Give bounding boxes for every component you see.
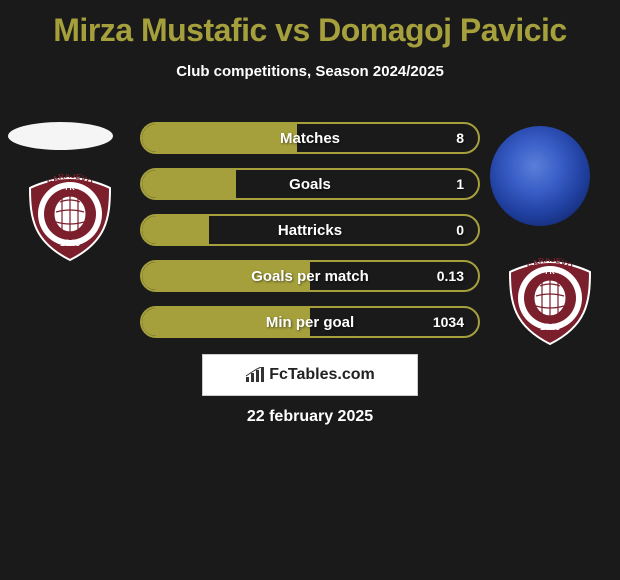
stat-label: Goals	[289, 176, 331, 193]
stat-row-hattricks: Hattricks 0	[140, 214, 480, 246]
svg-text:1946: 1946	[60, 238, 80, 248]
shield-icon: SARAJEVO 1946 FK	[500, 258, 600, 348]
stat-row-matches: Matches 8	[140, 122, 480, 154]
stat-fill	[142, 124, 297, 152]
stat-value: 0	[456, 222, 464, 238]
stat-label: Matches	[280, 130, 340, 147]
svg-text:FK: FK	[545, 269, 554, 276]
bar-chart-icon	[245, 367, 265, 383]
date-text: 22 february 2025	[0, 408, 620, 426]
stat-label: Goals per match	[251, 268, 369, 285]
stat-row-goals: Goals 1	[140, 168, 480, 200]
stat-fill	[142, 216, 209, 244]
shield-icon: SARAJEVO 1946 FK	[20, 174, 120, 264]
brand-text: FcTables.com	[269, 366, 375, 384]
svg-text:1946: 1946	[540, 322, 560, 332]
brand-box: FcTables.com	[202, 354, 418, 396]
stat-fill	[142, 170, 236, 198]
stat-value: 0.13	[437, 268, 464, 284]
stat-value: 1034	[433, 314, 464, 330]
club-badge-left: SARAJEVO 1946 FK	[20, 174, 120, 264]
stat-value: 1	[456, 176, 464, 192]
stat-row-min-per-goal: Min per goal 1034	[140, 306, 480, 338]
stat-label: Hattricks	[278, 222, 342, 239]
club-badge-right: SARAJEVO 1946 FK	[500, 258, 600, 348]
player-left-avatar-placeholder	[8, 122, 113, 150]
stats-container: Matches 8 Goals 1 Hattricks 0 Goals per …	[140, 122, 480, 352]
page-title: Mirza Mustafic vs Domagoj Pavicic	[0, 0, 620, 49]
svg-text:FK: FK	[65, 185, 74, 192]
stat-value: 8	[456, 130, 464, 146]
stat-row-goals-per-match: Goals per match 0.13	[140, 260, 480, 292]
stat-label: Min per goal	[266, 314, 354, 331]
player-right-avatar	[490, 126, 590, 226]
subtitle: Club competitions, Season 2024/2025	[0, 63, 620, 80]
